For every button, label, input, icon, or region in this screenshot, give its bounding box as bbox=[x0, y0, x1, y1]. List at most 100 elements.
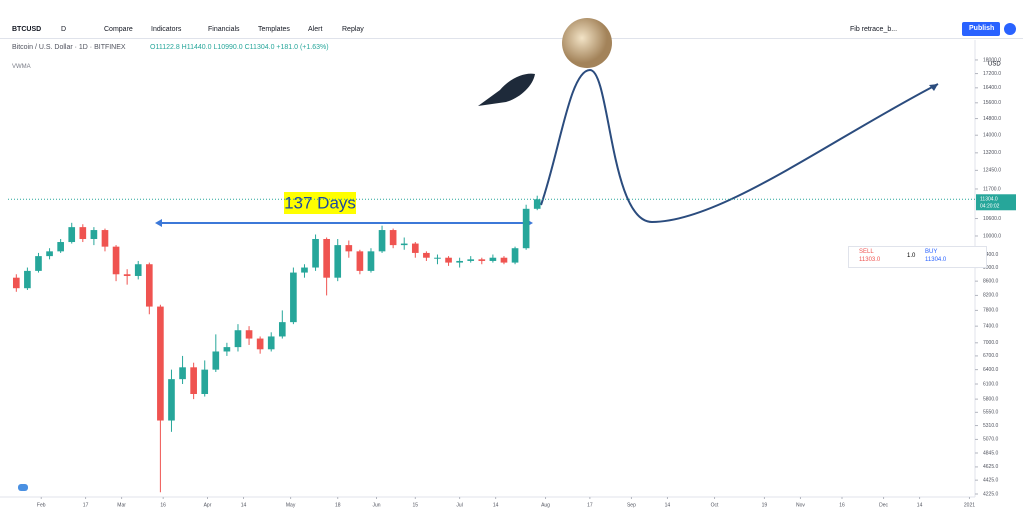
annotation-bg bbox=[284, 192, 356, 214]
buy-price[interactable]: 11304.0 bbox=[925, 257, 947, 263]
candle-body bbox=[35, 256, 42, 271]
y-tick-label: 11700.0 bbox=[983, 186, 1001, 192]
x-tick-label: Mar bbox=[117, 502, 126, 508]
high: H11440.0 bbox=[181, 44, 212, 51]
open: O11122.8 bbox=[150, 44, 180, 51]
projection-curve bbox=[540, 68, 939, 224]
buy-label[interactable]: BUY bbox=[925, 249, 938, 255]
y-tick-label: 5800.0 bbox=[983, 396, 999, 402]
trade-widget: SELL 11303.0 1.0 BUY 11304.0 bbox=[848, 246, 987, 268]
publish-button[interactable]: Publish bbox=[962, 22, 1000, 36]
y-tick-label: 9000.0 bbox=[983, 265, 999, 271]
y-tick-label: 8200.0 bbox=[983, 293, 999, 299]
candle-body bbox=[68, 227, 76, 243]
x-tick-label: 17 bbox=[83, 502, 89, 508]
candle-body bbox=[168, 379, 175, 421]
y-tick-label: 4845.0 bbox=[983, 450, 999, 456]
candle-body bbox=[522, 208, 530, 249]
candle-body bbox=[256, 338, 264, 350]
y-tick-label: 17200.0 bbox=[983, 71, 1001, 77]
y-tick-label: 6400.0 bbox=[983, 367, 999, 373]
y-tick-label: 7400.0 bbox=[983, 323, 999, 329]
x-tick-label: 14 bbox=[241, 502, 247, 508]
x-tick-label: 14 bbox=[665, 502, 671, 508]
candle-body bbox=[356, 251, 364, 271]
candle-body bbox=[57, 242, 64, 252]
layout-name[interactable]: Fib retrace_b... bbox=[850, 26, 898, 33]
x-tick-label: 14 bbox=[917, 502, 923, 508]
candle-body bbox=[511, 248, 519, 263]
x-tick-label: 16 bbox=[839, 502, 845, 508]
candle-body bbox=[411, 243, 419, 253]
interval[interactable]: D bbox=[61, 26, 67, 33]
candle-body bbox=[367, 251, 375, 271]
publish-text: Publish bbox=[969, 25, 995, 32]
x-tick-label: 16 bbox=[160, 502, 166, 508]
annotation: 137 Days bbox=[284, 193, 356, 212]
candle-body bbox=[323, 238, 330, 278]
y-tick-label: 5310.0 bbox=[983, 423, 999, 429]
moon bbox=[562, 18, 612, 68]
x-tick-label: Jun bbox=[372, 502, 380, 508]
x-tick-label: Apr bbox=[204, 502, 212, 508]
indicators[interactable]: Indicators bbox=[151, 26, 182, 33]
candle-body bbox=[445, 257, 452, 263]
x-tick-label: Feb bbox=[37, 502, 46, 508]
candle-body bbox=[478, 259, 486, 261]
countdown: 04:20:02 bbox=[980, 204, 1000, 210]
rocket bbox=[478, 73, 535, 106]
candle-body bbox=[278, 322, 286, 337]
templates[interactable]: Templates bbox=[258, 26, 290, 33]
x-tick-label: Oct bbox=[711, 502, 719, 508]
candle-body bbox=[90, 230, 98, 239]
sell-label[interactable]: SELL bbox=[859, 249, 874, 255]
candle-body bbox=[12, 277, 20, 289]
candle-body bbox=[123, 274, 131, 276]
candle-body bbox=[456, 260, 463, 263]
candle-body bbox=[489, 257, 497, 261]
y-tick-label: 9400.0 bbox=[983, 252, 999, 258]
compare[interactable]: Compare bbox=[104, 26, 133, 33]
alert[interactable]: Alert bbox=[308, 26, 323, 33]
y-tick-label: 12450.0 bbox=[983, 168, 1001, 174]
candle-body bbox=[400, 243, 408, 246]
candle-body bbox=[423, 252, 430, 258]
candle-body bbox=[434, 257, 441, 259]
quantity[interactable]: 1.0 bbox=[907, 253, 916, 259]
y-tick-label: 6100.0 bbox=[983, 381, 999, 387]
financials[interactable]: Financials bbox=[208, 26, 240, 33]
x-tick-label: Nov bbox=[796, 502, 805, 508]
candle-body bbox=[79, 227, 87, 239]
y-tick-label: 8600.0 bbox=[983, 278, 999, 284]
last-price-label: 11304.0 bbox=[980, 197, 998, 203]
sell-price[interactable]: 11303.0 bbox=[859, 257, 881, 263]
candle-body bbox=[500, 257, 508, 263]
y-tick-label: 13200.0 bbox=[983, 150, 1001, 156]
x-tick-label: 18 bbox=[335, 502, 341, 508]
x-tick-label: 2021 bbox=[964, 502, 975, 508]
y-tick-label: 4425.0 bbox=[983, 477, 999, 483]
candle-body bbox=[290, 272, 297, 323]
y-tick-label: 4225.0 bbox=[983, 491, 999, 497]
legend-title: Bitcoin / U.S. Dollar · 1D · BITFINEX bbox=[12, 44, 126, 51]
candle-body bbox=[179, 367, 186, 380]
x-tick-label: Jul bbox=[456, 502, 462, 508]
x-tick-label: Sep bbox=[627, 502, 636, 508]
candle-body bbox=[46, 251, 53, 257]
y-tick-label: 16400.0 bbox=[983, 85, 1001, 91]
y-tick-label: 5550.0 bbox=[983, 410, 999, 416]
indicator[interactable]: VWMA bbox=[12, 64, 31, 70]
x-tick-label: Dec bbox=[879, 502, 888, 508]
y-tick-label: 7800.0 bbox=[983, 308, 999, 314]
y-tick-label: 15600.0 bbox=[983, 100, 1001, 106]
replay[interactable]: Replay bbox=[342, 26, 364, 33]
symbol[interactable]: BTCUSD bbox=[12, 26, 42, 33]
currency: USD bbox=[988, 62, 1001, 68]
y-tick-label: 6700.0 bbox=[983, 353, 999, 359]
toolbar: BTCUSD D Compare Indicators Financials T… bbox=[0, 0, 1023, 39]
candle-body bbox=[145, 264, 153, 307]
y-tick-label: 18000.0 bbox=[983, 57, 1001, 63]
play-icon[interactable] bbox=[1004, 23, 1016, 35]
